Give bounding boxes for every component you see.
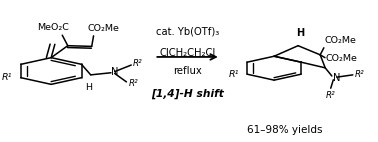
Text: [1,4]-H shift: [1,4]-H shift	[151, 88, 224, 99]
Text: cat. Yb(OTf)₃: cat. Yb(OTf)₃	[156, 27, 219, 37]
Text: H: H	[85, 83, 92, 92]
Text: reflux: reflux	[173, 66, 202, 76]
Text: N: N	[333, 73, 341, 83]
Text: CO₂Me: CO₂Me	[325, 54, 358, 63]
Text: R²: R²	[326, 91, 336, 100]
Text: R¹: R¹	[229, 70, 239, 79]
Text: 61–98% yields: 61–98% yields	[248, 125, 323, 135]
Text: N: N	[111, 67, 118, 78]
Text: R²: R²	[128, 79, 138, 88]
Text: R¹: R¹	[1, 73, 12, 82]
Text: ClCH₂CH₂Cl: ClCH₂CH₂Cl	[160, 48, 216, 58]
Text: MeO₂C: MeO₂C	[37, 23, 69, 32]
Text: R²: R²	[355, 70, 364, 79]
Text: CO₂Me: CO₂Me	[325, 36, 356, 45]
Text: CO₂Me: CO₂Me	[88, 24, 120, 33]
Text: H: H	[296, 28, 304, 38]
Text: R²: R²	[133, 59, 143, 68]
